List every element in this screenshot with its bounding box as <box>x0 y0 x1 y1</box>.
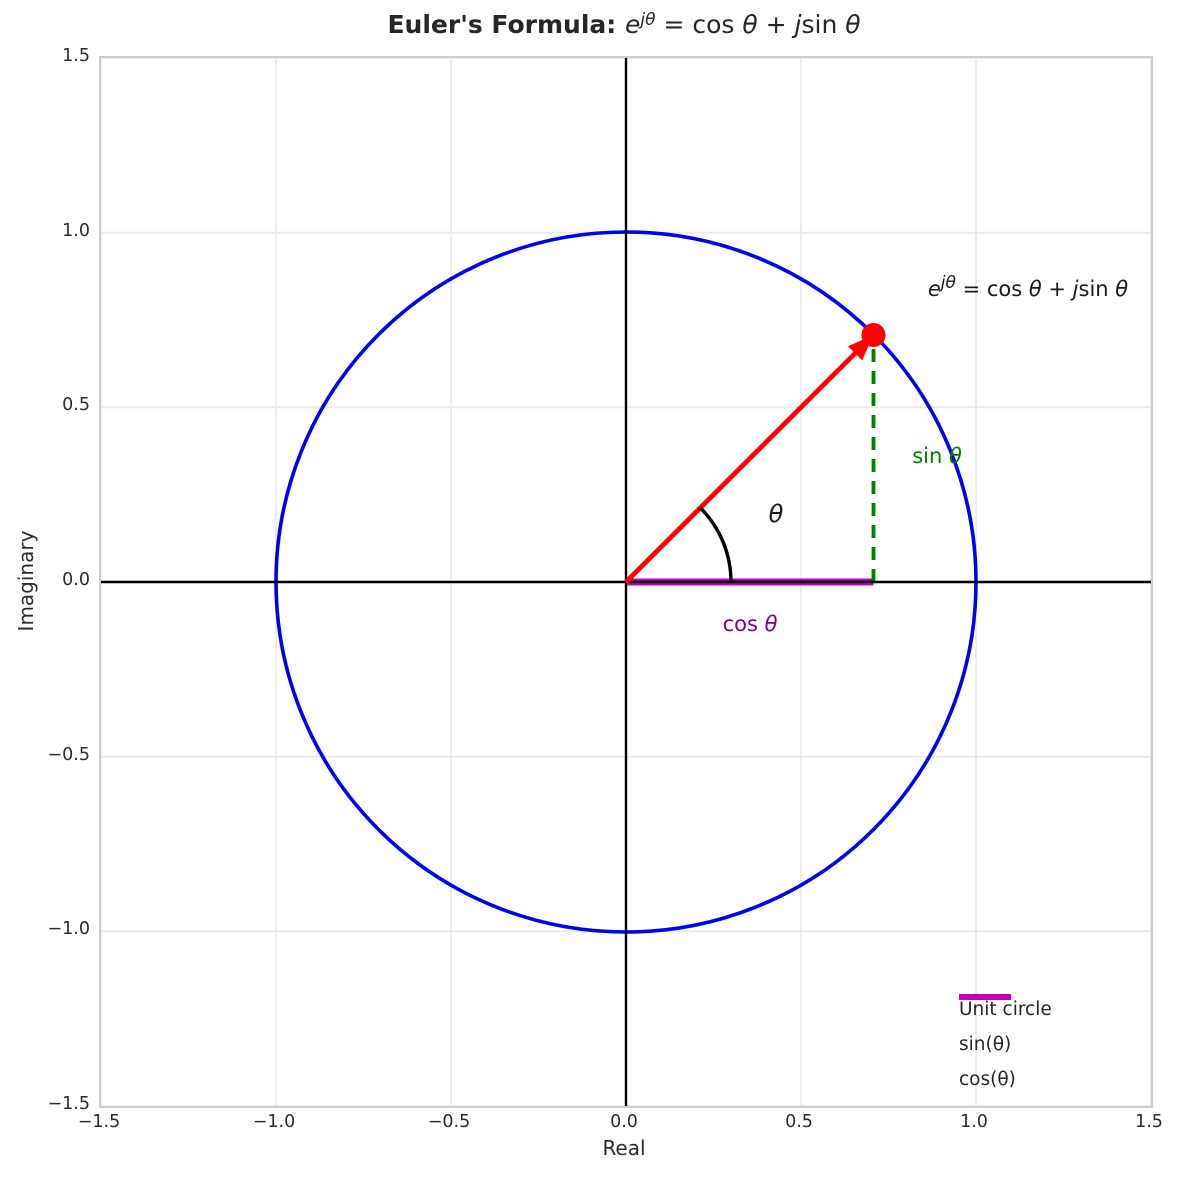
x-tick-label: 1.0 <box>960 1112 988 1132</box>
x-tick-label: 1.5 <box>1135 1112 1163 1132</box>
x-tick-label: −1.0 <box>252 1112 296 1132</box>
annotation-j: j <box>1072 277 1079 301</box>
plot-area: ejθ = cos θ + jsin θ θ cos θ sin θ Unit … <box>99 56 1153 1108</box>
x-tick-label: 0.5 <box>785 1112 813 1132</box>
x-tick-label: 0.0 <box>610 1112 638 1132</box>
title-math-theta: θ <box>742 10 758 39</box>
theta-angle-label: θ <box>768 500 784 528</box>
sin-theta-label: sin θ <box>877 444 997 468</box>
annotation-theta: θ <box>1028 277 1042 301</box>
y-tick-label: −0.5 <box>47 744 91 765</box>
title-math-theta2: θ <box>845 10 861 39</box>
x-tick-label: −0.5 <box>427 1112 471 1132</box>
legend-label: cos(θ) <box>959 1069 1016 1090</box>
title-math-sin: sin <box>801 10 846 39</box>
annotation-equals-cos: = cos <box>955 277 1029 301</box>
x-axis-label: Real <box>602 1136 646 1160</box>
annotation-theta2: θ <box>1115 277 1129 301</box>
point-marker <box>861 322 886 347</box>
y-tick-label: 0.0 <box>62 570 90 590</box>
title-math-j: j <box>794 10 802 39</box>
legend-line-swatch <box>959 994 1011 1000</box>
annotation-e: e <box>927 277 941 301</box>
plot-canvas <box>101 58 1151 1106</box>
legend-item-2: cos(θ) <box>959 994 1052 1097</box>
annotation-exponent: jθ <box>940 273 956 293</box>
title-math-plus: + <box>757 10 795 39</box>
legend-item-1: sin(θ) <box>959 995 1052 1062</box>
legend-label: Unit circle <box>959 999 1052 1020</box>
legend: Unit circle sin(θ) cos(θ) <box>959 992 1052 1097</box>
y-tick-label: −1.0 <box>47 919 91 940</box>
x-tick-label: −1.5 <box>77 1112 121 1132</box>
y-tick-label: 0.5 <box>62 395 90 416</box>
cos-theta-symbol: θ <box>764 612 778 636</box>
title-math-exponent: jθ <box>640 10 656 30</box>
title-math-e: e <box>625 10 641 39</box>
phasor-vector <box>624 344 864 584</box>
sin-text: sin <box>912 444 949 468</box>
annotation-plus: + <box>1041 277 1073 301</box>
euler-point-annotation: ejθ = cos θ + jsin θ <box>888 273 1168 301</box>
legend-label: sin(θ) <box>959 1034 1012 1055</box>
title-text: Euler's Formula: <box>387 10 625 39</box>
y-tick-label: −1.5 <box>47 1094 91 1114</box>
chart-title: Euler's Formula: ejθ = cos θ + jsin θ <box>99 10 1149 39</box>
cos-theta-label: cos θ <box>690 612 810 636</box>
y-tick-label: 1.5 <box>62 46 90 66</box>
annotation-sin: sin <box>1078 277 1116 301</box>
sin-theta-symbol: θ <box>948 444 962 468</box>
theta-arc <box>699 506 733 583</box>
cos-text: cos <box>722 612 765 636</box>
title-math-equals-cos: = cos <box>655 10 743 39</box>
y-tick-label: 1.0 <box>62 220 90 241</box>
